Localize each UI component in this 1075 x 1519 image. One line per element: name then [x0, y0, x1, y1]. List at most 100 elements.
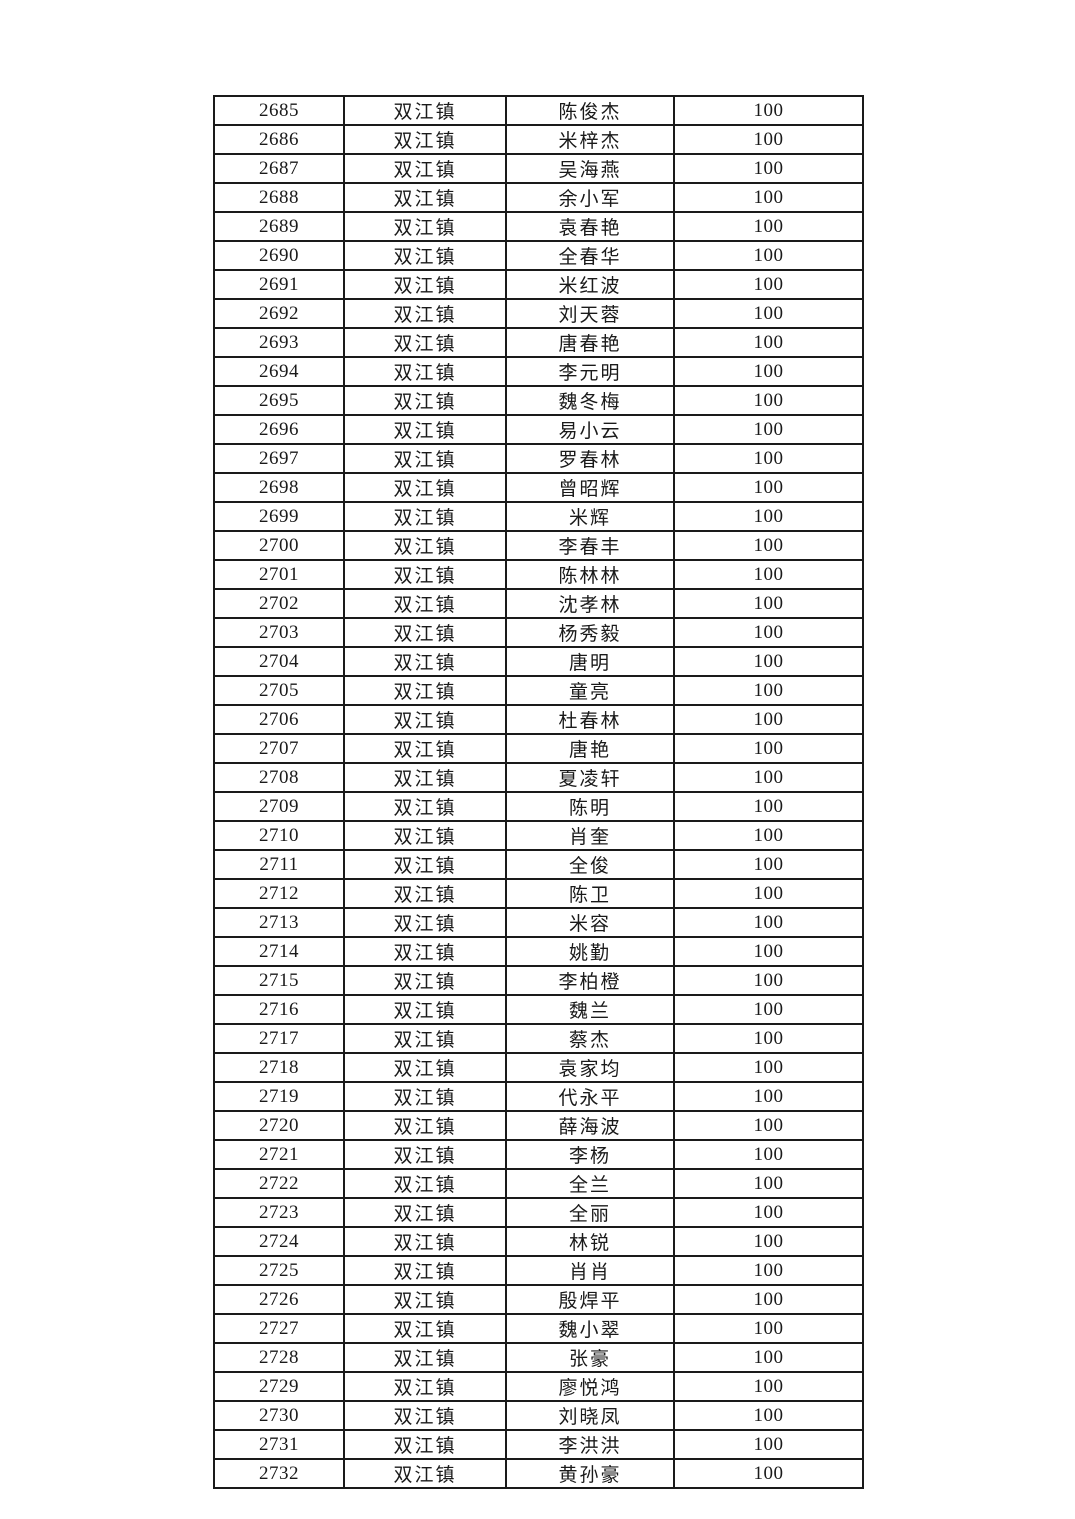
cell-town: 双江镇: [343, 1168, 507, 1199]
cell-name: 殷焊平: [505, 1284, 675, 1315]
cell-name: 李元明: [505, 356, 675, 387]
cell-serial-number: 2691: [213, 269, 345, 300]
cell-serial-number: 2711: [213, 849, 345, 880]
cell-town: 双江镇: [343, 820, 507, 851]
cell-serial-number: 2723: [213, 1197, 345, 1228]
cell-name: 全兰: [505, 1168, 675, 1199]
cell-score: 100: [673, 1342, 864, 1373]
cell-name: 唐艳: [505, 733, 675, 764]
cell-town: 双江镇: [343, 1400, 507, 1431]
cell-town: 双江镇: [343, 907, 507, 938]
cell-score: 100: [673, 298, 864, 329]
table-row: 2729 双江镇 廖悦鸿 100: [213, 1371, 864, 1402]
table-row: 2718 双江镇 袁家均 100: [213, 1052, 864, 1083]
table-row: 2689 双江镇 袁春艳 100: [213, 211, 864, 242]
cell-town: 双江镇: [343, 849, 507, 880]
cell-name: 唐明: [505, 646, 675, 677]
cell-name: 魏冬梅: [505, 385, 675, 416]
table-row: 2713 双江镇 米容 100: [213, 907, 864, 938]
table-row: 2707 双江镇 唐艳 100: [213, 733, 864, 764]
cell-name: 林锐: [505, 1226, 675, 1257]
cell-town: 双江镇: [343, 1371, 507, 1402]
cell-score: 100: [673, 269, 864, 300]
table-row: 2723 双江镇 全丽 100: [213, 1197, 864, 1228]
cell-serial-number: 2714: [213, 936, 345, 967]
table-row: 2710 双江镇 肖奎 100: [213, 820, 864, 851]
cell-serial-number: 2689: [213, 211, 345, 242]
cell-town: 双江镇: [343, 994, 507, 1025]
cell-town: 双江镇: [343, 559, 507, 590]
table-row: 2711 双江镇 全俊 100: [213, 849, 864, 880]
cell-score: 100: [673, 1284, 864, 1315]
table-row: 2730 双江镇 刘晓凤 100: [213, 1400, 864, 1431]
cell-town: 双江镇: [343, 1081, 507, 1112]
cell-town: 双江镇: [343, 936, 507, 967]
cell-serial-number: 2726: [213, 1284, 345, 1315]
table-row: 2703 双江镇 杨秀毅 100: [213, 617, 864, 648]
table-row: 2727 双江镇 魏小翠 100: [213, 1313, 864, 1344]
cell-town: 双江镇: [343, 124, 507, 155]
cell-name: 罗春林: [505, 443, 675, 474]
cell-score: 100: [673, 1226, 864, 1257]
table-body: 2685 双江镇 陈俊杰 100 2686 双江镇 米梓杰 100 2687 双江镇 吴海燕 100 2…: [213, 95, 864, 1489]
cell-name: 肖肖: [505, 1255, 675, 1286]
cell-serial-number: 2728: [213, 1342, 345, 1373]
cell-town: 双江镇: [343, 182, 507, 213]
cell-serial-number: 2705: [213, 675, 345, 706]
cell-score: 100: [673, 907, 864, 938]
cell-score: 100: [673, 1168, 864, 1199]
cell-name: 姚勤: [505, 936, 675, 967]
cell-score: 100: [673, 530, 864, 561]
table-row: 2698 双江镇 曾昭辉 100: [213, 472, 864, 503]
cell-town: 双江镇: [343, 733, 507, 764]
cell-score: 100: [673, 1400, 864, 1431]
table-row: 2702 双江镇 沈孝林 100: [213, 588, 864, 619]
table-row: 2717 双江镇 蔡杰 100: [213, 1023, 864, 1054]
cell-serial-number: 2731: [213, 1429, 345, 1460]
cell-serial-number: 2727: [213, 1313, 345, 1344]
cell-serial-number: 2709: [213, 791, 345, 822]
cell-name: 代永平: [505, 1081, 675, 1112]
cell-town: 双江镇: [343, 501, 507, 532]
table-row: 2708 双江镇 夏凌轩 100: [213, 762, 864, 793]
cell-score: 100: [673, 1429, 864, 1460]
table-row: 2695 双江镇 魏冬梅 100: [213, 385, 864, 416]
cell-town: 双江镇: [343, 1429, 507, 1460]
cell-town: 双江镇: [343, 298, 507, 329]
cell-serial-number: 2729: [213, 1371, 345, 1402]
cell-serial-number: 2715: [213, 965, 345, 996]
cell-serial-number: 2732: [213, 1458, 345, 1489]
cell-name: 全俊: [505, 849, 675, 880]
cell-serial-number: 2685: [213, 95, 345, 126]
cell-town: 双江镇: [343, 1197, 507, 1228]
cell-name: 米梓杰: [505, 124, 675, 155]
cell-town: 双江镇: [343, 95, 507, 126]
cell-serial-number: 2703: [213, 617, 345, 648]
cell-town: 双江镇: [343, 1139, 507, 1170]
table-row: 2726 双江镇 殷焊平 100: [213, 1284, 864, 1315]
cell-name: 魏兰: [505, 994, 675, 1025]
cell-town: 双江镇: [343, 965, 507, 996]
cell-town: 双江镇: [343, 211, 507, 242]
cell-serial-number: 2702: [213, 588, 345, 619]
cell-name: 沈孝林: [505, 588, 675, 619]
cell-name: 陈林林: [505, 559, 675, 590]
cell-score: 100: [673, 1255, 864, 1286]
cell-name: 唐春艳: [505, 327, 675, 358]
cell-name: 张豪: [505, 1342, 675, 1373]
cell-town: 双江镇: [343, 269, 507, 300]
roster-table: 2685 双江镇 陈俊杰 100 2686 双江镇 米梓杰 100 2687 双江镇 吴海燕 100 2…: [213, 95, 864, 1489]
table-row: 2724 双江镇 林锐 100: [213, 1226, 864, 1257]
cell-name: 曾昭辉: [505, 472, 675, 503]
cell-town: 双江镇: [343, 1284, 507, 1315]
cell-name: 黄孙豪: [505, 1458, 675, 1489]
cell-score: 100: [673, 240, 864, 271]
cell-serial-number: 2699: [213, 501, 345, 532]
cell-serial-number: 2686: [213, 124, 345, 155]
cell-score: 100: [673, 559, 864, 590]
cell-town: 双江镇: [343, 1342, 507, 1373]
cell-score: 100: [673, 1052, 864, 1083]
cell-score: 100: [673, 472, 864, 503]
cell-score: 100: [673, 617, 864, 648]
